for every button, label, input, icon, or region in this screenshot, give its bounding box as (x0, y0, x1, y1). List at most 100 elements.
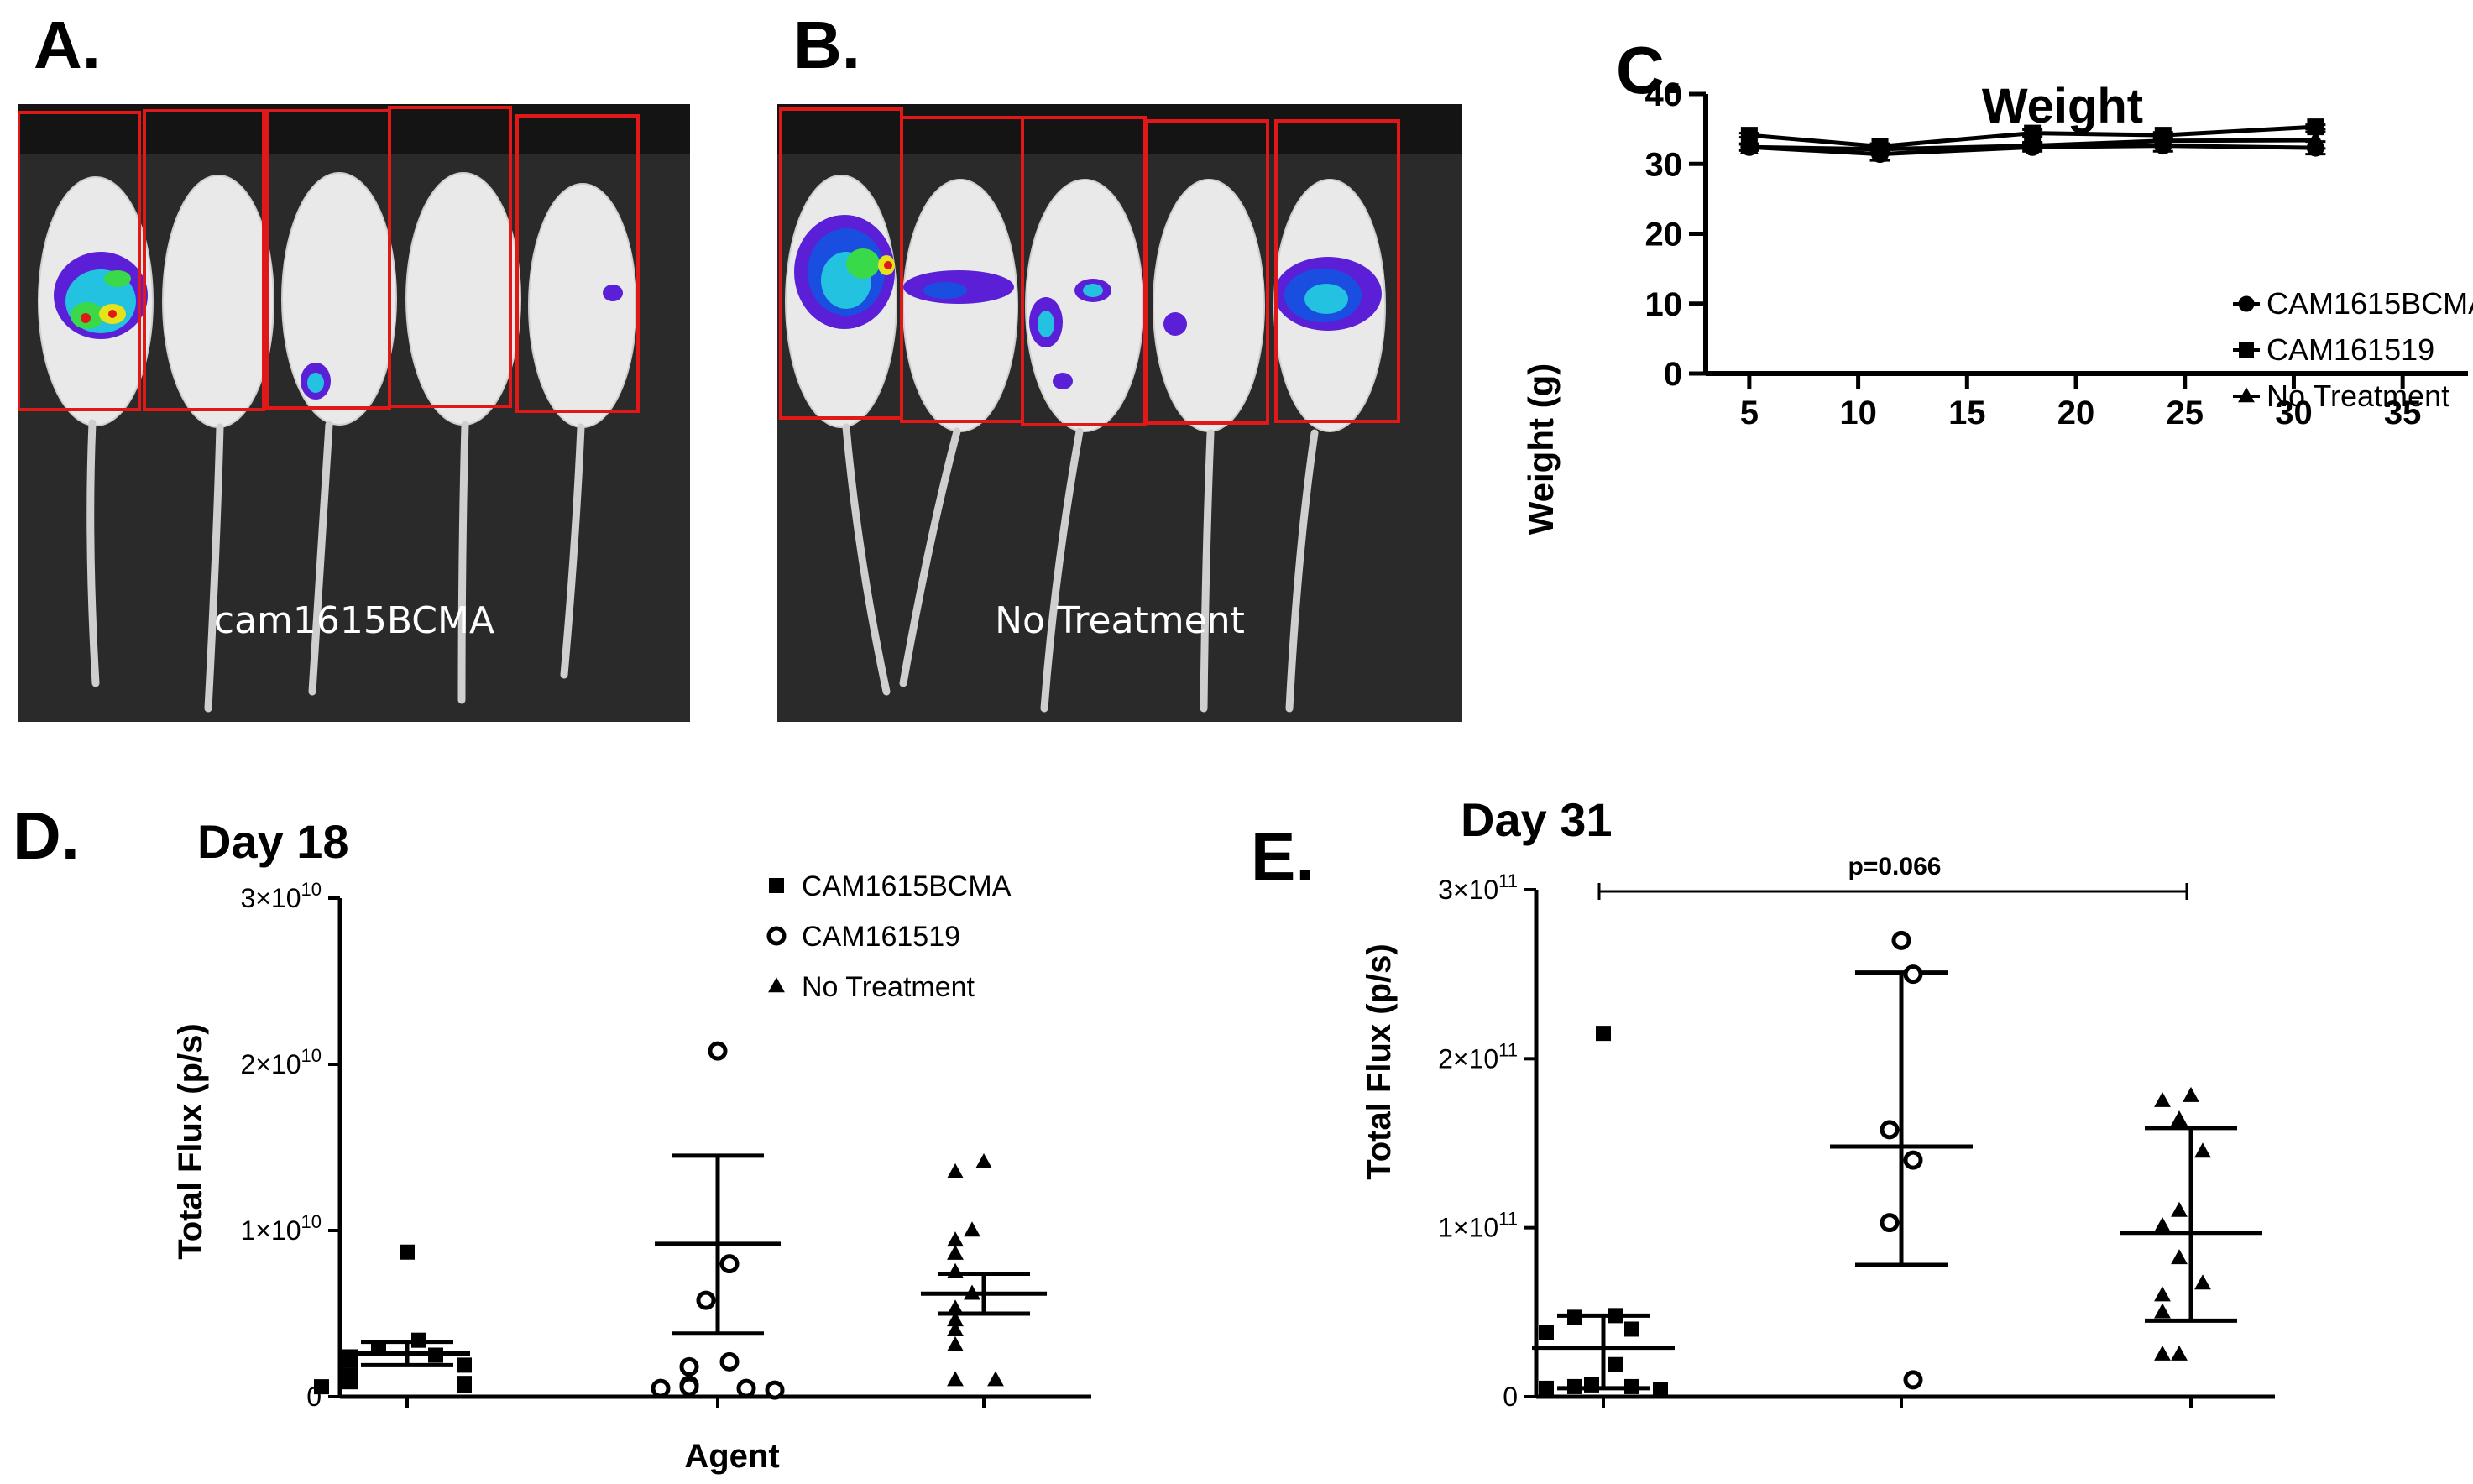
chart-title: Weight (1982, 79, 2143, 133)
data-point (1539, 1325, 1554, 1340)
legend-label: No Treatment (2266, 379, 2449, 413)
data-point (1567, 1309, 1582, 1325)
y-axis-label: Weight (g) (1521, 363, 1561, 536)
image-caption: No Treatment (995, 599, 1245, 642)
chart-title: Day 31 (1461, 793, 1613, 846)
data-point (1539, 1380, 1554, 1396)
y-tick-label: 10 (1645, 286, 1683, 323)
x-tick-label: 5 (1740, 395, 1759, 431)
data-point (1903, 964, 1923, 985)
legend-entry: CAM161519 (766, 921, 960, 953)
signal-blob (301, 363, 331, 400)
signal-blob (794, 215, 895, 329)
data-point (1624, 1321, 1639, 1337)
mouse-tail (1285, 429, 1319, 713)
panel-label-a: A. (34, 8, 101, 82)
data-point (2023, 135, 2042, 153)
y-tick-label: 40 (1645, 76, 1683, 113)
y-tick-label: 30 (1645, 146, 1683, 183)
y-tick-label: 1×1010 (240, 1211, 322, 1246)
data-point (2238, 387, 2255, 403)
data-point (457, 1357, 472, 1373)
data-point (371, 1340, 386, 1356)
data-point (1567, 1378, 1582, 1394)
plot-area (1532, 930, 2262, 1398)
data-point (314, 1379, 329, 1395)
data-point (2153, 130, 2172, 148)
roi-box (18, 111, 141, 411)
data-point (947, 1244, 964, 1260)
data-point (428, 1347, 443, 1363)
y-tick-label: 3×1011 (1438, 870, 1518, 905)
mouse-tail (457, 421, 469, 704)
data-point (975, 1153, 992, 1169)
mice-drawing (785, 175, 1386, 713)
data-point (400, 1244, 415, 1260)
data-point (765, 1380, 785, 1400)
data-point (947, 1371, 964, 1387)
data-point (1653, 1382, 1668, 1398)
legend-entry: No Treatment (768, 971, 975, 1003)
data-point (342, 1374, 358, 1390)
data-point (1880, 1120, 1900, 1140)
legend-label: No Treatment (802, 971, 975, 1003)
data-point (1739, 137, 1759, 154)
data-point (736, 1378, 756, 1398)
x-tick-label: 35 (2384, 395, 2422, 431)
plot-area (1738, 118, 2326, 164)
signal-blob (1029, 279, 1111, 389)
data-point (679, 1377, 699, 1397)
signal-blob (903, 270, 1014, 304)
data-point (411, 1332, 426, 1348)
data-point (964, 1284, 980, 1300)
roi-box (779, 107, 903, 420)
data-point (2024, 124, 2042, 142)
data-point (2154, 1345, 2171, 1361)
data-point (2194, 1142, 2211, 1158)
x-tick-label: 15 (1948, 395, 1986, 431)
data-point (2171, 1110, 2188, 1126)
data-point (651, 1378, 671, 1398)
data-point (2171, 1249, 2188, 1265)
data-point (2171, 1201, 2188, 1217)
axes: 0 10 20 30 40 5 10 15 20 25 30 35 (1645, 76, 2468, 431)
y-axis-label: Total Flux (p/s) (172, 1023, 209, 1259)
data-point (2183, 1086, 2199, 1102)
data-point (947, 1335, 964, 1351)
data-point (2154, 1286, 2171, 1302)
panel-label-d: D. (13, 798, 80, 873)
data-point (1608, 1356, 1623, 1372)
legend-entry: CAM161519 (2233, 332, 2434, 367)
signal-blob (1163, 312, 1187, 336)
data-point (987, 1371, 1004, 1387)
data-point (1624, 1378, 1639, 1394)
data-point (1880, 1213, 1900, 1233)
mouse-tail (842, 423, 891, 696)
data-point (1740, 127, 1758, 144)
y-tick-label: 0 (1664, 356, 1682, 393)
x-tick-label: 30 (2275, 395, 2313, 431)
data-point (947, 1262, 964, 1278)
mouse-tail (899, 427, 961, 687)
legend: CAM1615BCMA CAM161519 No Treatment (766, 870, 1012, 1003)
mouse-tail (1040, 427, 1084, 713)
signal-blob (1274, 257, 1382, 331)
legend-label: CAM161519 (802, 921, 960, 953)
signal-blob (603, 285, 623, 301)
y-tick-label: 0 (1503, 1382, 1518, 1412)
data-point (342, 1352, 358, 1368)
data-point (1608, 1308, 1623, 1324)
y-tick-label: 20 (1645, 217, 1683, 253)
legend-label: CAM161519 (2266, 332, 2434, 367)
data-point (2306, 129, 2325, 147)
data-point (1903, 1150, 1923, 1170)
bioluminescence-image-untreated: No Treatment (777, 104, 1462, 722)
p-value-annotation: p=0.066 (1848, 853, 1942, 880)
data-point (1596, 1026, 1611, 1042)
data-point (964, 1221, 980, 1237)
mouse-body (281, 172, 397, 426)
data-point (947, 1321, 964, 1336)
x-axis-label: Agent (684, 1438, 779, 1475)
panel-label-b: B. (793, 8, 860, 82)
